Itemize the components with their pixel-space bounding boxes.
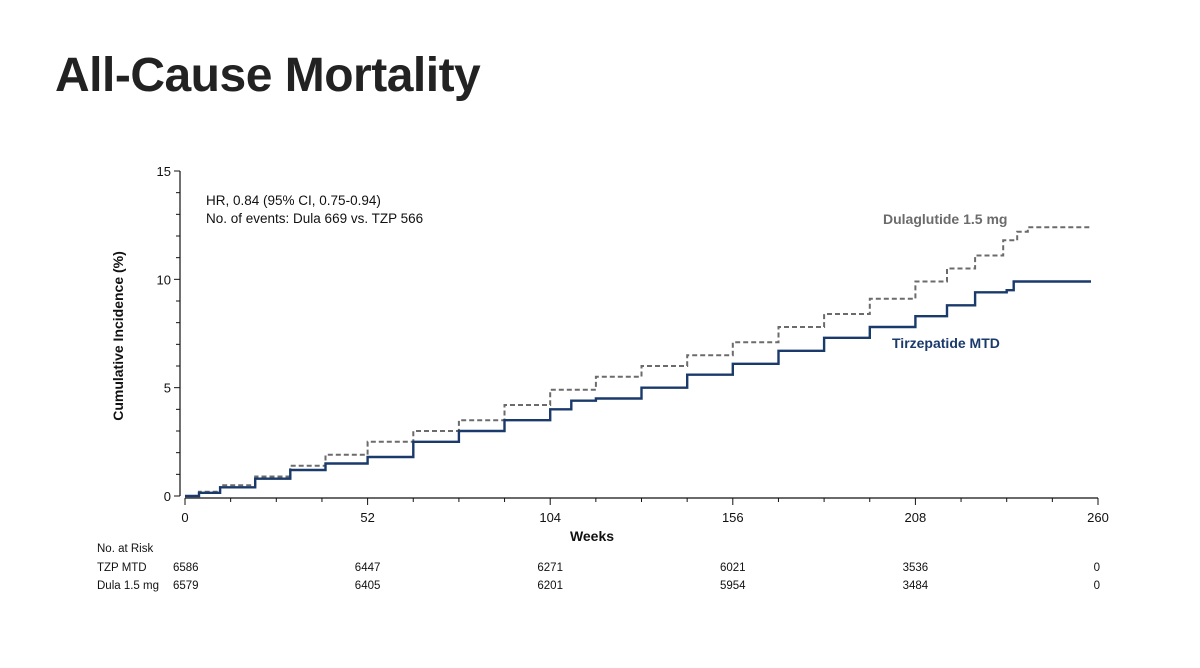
at-risk-value: 6021 xyxy=(720,562,746,574)
at-risk-value: 5954 xyxy=(720,580,746,592)
chart-series xyxy=(185,226,1091,498)
x-tick-label: 0 xyxy=(181,510,188,525)
at-risk-row-label: TZP MTD xyxy=(97,562,147,574)
series-line-tirzepatide-mtd xyxy=(185,280,1091,498)
at-risk-value: 6579 xyxy=(173,580,199,592)
at-risk-value: 6201 xyxy=(537,580,563,592)
chart-axes: 0 5 10 15 0 52 104 156 208 260 xyxy=(157,164,1109,525)
y-tick-label: 0 xyxy=(164,489,171,504)
y-axis-title: Cumulative Incidence (%) xyxy=(110,251,126,421)
series-line-dulaglutide-1-5-mg xyxy=(185,226,1091,497)
x-tick-label: 208 xyxy=(905,510,927,525)
x-tick-label: 260 xyxy=(1087,510,1109,525)
series-label-dulaglutide: Dulaglutide 1.5 mg xyxy=(883,211,1007,227)
series-label-tirzepatide: Tirzepatide MTD xyxy=(892,335,1000,351)
slide-title: All-Cause Mortality xyxy=(55,49,481,102)
at-risk-value: 0 xyxy=(1094,562,1100,574)
y-tick-label: 5 xyxy=(164,381,171,396)
x-axis-title: Weeks xyxy=(570,528,614,544)
x-tick-label: 104 xyxy=(539,510,561,525)
x-tick-label: 52 xyxy=(360,510,374,525)
at-risk-value: 0 xyxy=(1094,580,1100,592)
at-risk-value: 6447 xyxy=(355,562,381,574)
at-risk-value: 6271 xyxy=(537,562,563,574)
hr-annotation: HR, 0.84 (95% CI, 0.75-0.94) xyxy=(206,193,381,208)
at-risk-row-label: Dula 1.5 mg xyxy=(97,580,159,592)
at-risk-value: 3484 xyxy=(903,580,929,592)
at-risk-value: 6586 xyxy=(173,562,199,574)
y-tick-label: 10 xyxy=(157,272,171,287)
x-tick-label: 156 xyxy=(722,510,744,525)
y-tick-label: 15 xyxy=(157,164,171,179)
at-risk-value: 6405 xyxy=(355,580,381,592)
at-risk-table: No. at Risk TZP MTD Dula 1.5 mg 6586 6447… xyxy=(97,543,1100,592)
at-risk-header: No. at Risk xyxy=(97,543,153,555)
events-annotation: No. of events: Dula 669 vs. TZP 566 xyxy=(206,211,423,226)
at-risk-value: 3536 xyxy=(903,562,929,574)
